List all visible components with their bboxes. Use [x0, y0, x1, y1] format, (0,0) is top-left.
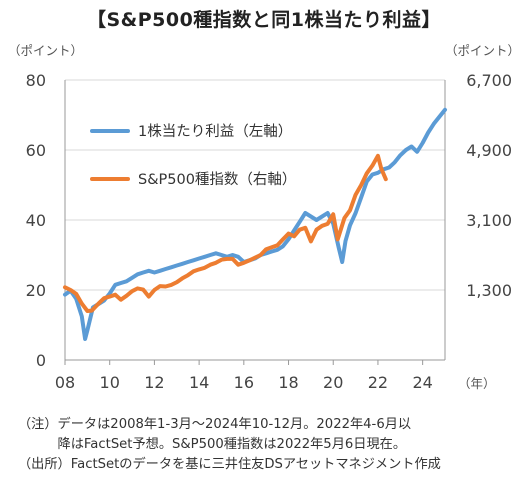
y-left-tick-label: 40 [26, 211, 46, 230]
source-line: （出所）FactSetのデータを基に三井住友DSアセットマネジメント作成 [18, 457, 441, 472]
legend-label: 1株当たり利益（左軸） [138, 123, 292, 140]
x-tick-label: 10 [100, 373, 120, 392]
x-tick-label: 20 [323, 373, 343, 392]
y-right-tick-label: 6,700 [466, 71, 512, 90]
legend-label: S&P500種指数（右軸） [138, 171, 296, 188]
gridlines [65, 79, 445, 291]
y-left-unit: （ポイント） [8, 43, 83, 58]
note-line-2: 降はFactSet予想。S&P500種指数は2022年5月6日現在。 [18, 437, 407, 452]
x-unit: （年） [458, 376, 496, 391]
y-left-tick-label: 60 [26, 141, 46, 160]
eps-line [63, 107, 447, 341]
y-left-tick-label: 80 [26, 71, 46, 90]
x-tick-label: 18 [278, 373, 298, 392]
tick-labels: 0 20 40 60 80 1,300 3,100 4,900 6,700 08 10 12 14 16 1… [26, 71, 512, 392]
axes [64, 80, 446, 365]
x-tick-label: 16 [234, 373, 254, 392]
y-right-tick-label: 1,300 [466, 281, 512, 300]
x-tick-label: 24 [412, 373, 432, 392]
series-lines [63, 107, 447, 341]
note-line-1: （注）データは2008年1-3月～2024年10-12月。2022年4-6月以 [18, 417, 412, 432]
y-right-tick-label: 4,900 [466, 141, 512, 160]
y-right-unit: （ポイント） [445, 43, 520, 58]
y-left-tick-label: 0 [36, 351, 46, 370]
sp500-line [63, 153, 388, 313]
y-right-tick-label: 3,100 [466, 211, 512, 230]
x-tick-label: 22 [368, 373, 388, 392]
x-tick-label: 12 [144, 373, 164, 392]
legend: 1株当たり利益（左軸） S&P500種指数（右軸） [90, 123, 296, 188]
chart-title: 【S&P500種指数と同1株当たり利益】 [86, 9, 442, 31]
y-left-tick-label: 20 [26, 281, 46, 300]
x-tick-label: 08 [55, 373, 75, 392]
x-tick-label: 14 [189, 373, 209, 392]
